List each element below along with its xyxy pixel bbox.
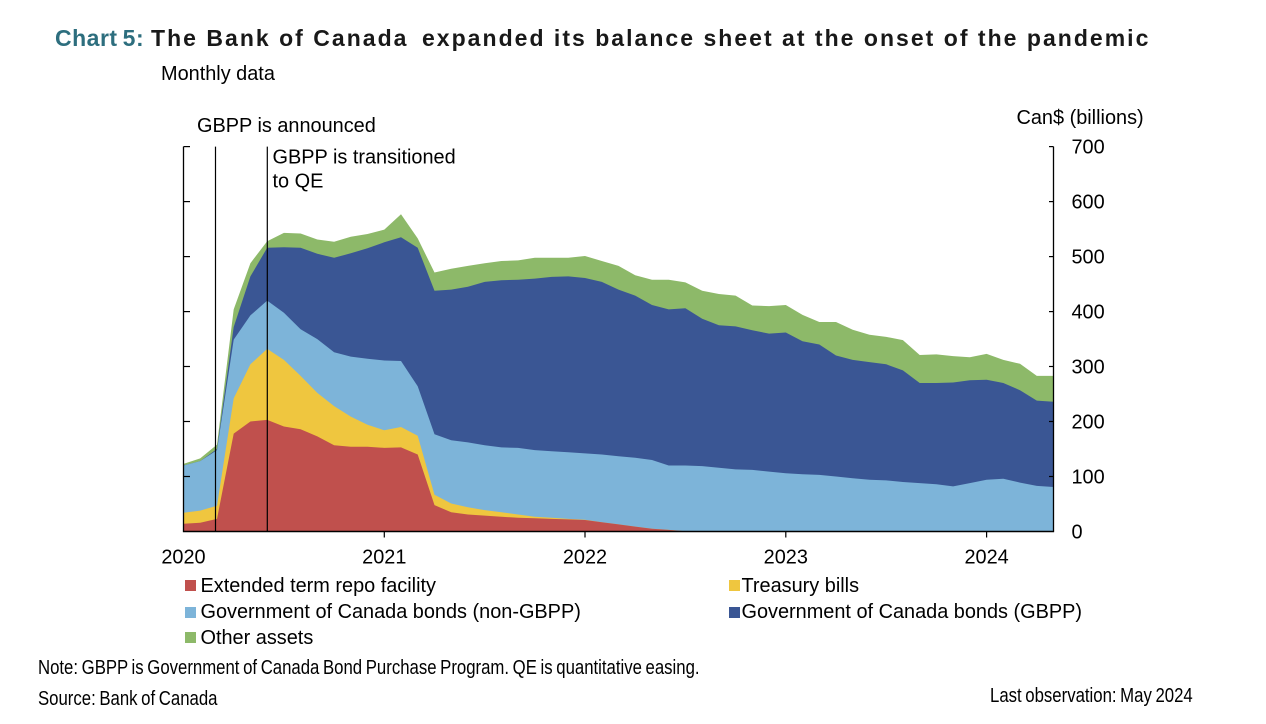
svg-text:to QE: to QE [273, 171, 324, 193]
svg-text:2024: 2024 [964, 547, 1008, 569]
svg-text:700: 700 [1072, 136, 1105, 158]
svg-text:2023: 2023 [764, 547, 808, 569]
svg-text:500: 500 [1072, 246, 1105, 268]
svg-text:100: 100 [1072, 466, 1105, 488]
svg-text:400: 400 [1072, 301, 1105, 323]
svg-text:GBPP is announced: GBPP is announced [197, 115, 376, 137]
svg-text:200: 200 [1072, 411, 1105, 433]
svg-text:2020: 2020 [161, 547, 205, 569]
svg-text:GBPP is transitioned: GBPP is transitioned [273, 146, 456, 168]
svg-text:300: 300 [1072, 356, 1105, 378]
svg-text:2021: 2021 [362, 547, 406, 569]
svg-text:0: 0 [1072, 521, 1083, 543]
svg-text:Can$ (billions): Can$ (billions) [1017, 107, 1144, 129]
svg-text:600: 600 [1072, 191, 1105, 213]
svg-text:2022: 2022 [563, 547, 607, 569]
